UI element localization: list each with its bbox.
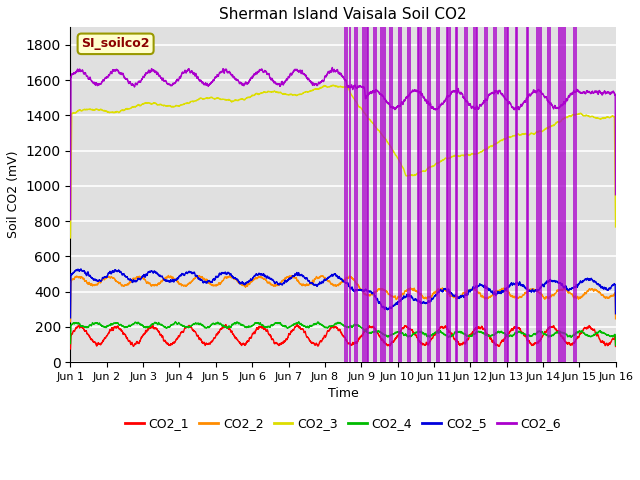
Y-axis label: Soil CO2 (mV): Soil CO2 (mV): [7, 151, 20, 239]
Legend: CO2_1, CO2_2, CO2_3, CO2_4, CO2_5, CO2_6: CO2_1, CO2_2, CO2_3, CO2_4, CO2_5, CO2_6: [120, 412, 566, 435]
Title: Sherman Island Vaisala Soil CO2: Sherman Island Vaisala Soil CO2: [220, 7, 467, 22]
X-axis label: Time: Time: [328, 387, 358, 400]
Text: SI_soilco2: SI_soilco2: [81, 37, 150, 50]
